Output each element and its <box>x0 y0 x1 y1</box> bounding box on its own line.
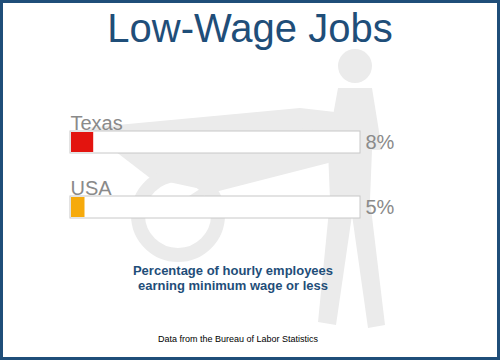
svg-text:5%: 5% <box>366 196 395 218</box>
svg-text:Texas: Texas <box>71 112 123 134</box>
svg-text:8%: 8% <box>366 131 395 153</box>
html-text:Low-Wage Jobs: Low-Wage Jobs <box>107 6 393 50</box>
html-text:Percentage of hourly employees: Percentage of hourly employees earning m… <box>132 263 334 293</box>
svg-text:USA: USA <box>71 177 113 199</box>
html-text:Data from the Bureau of Labor: Data from the Bureau of Labor Statistics <box>158 334 318 344</box>
